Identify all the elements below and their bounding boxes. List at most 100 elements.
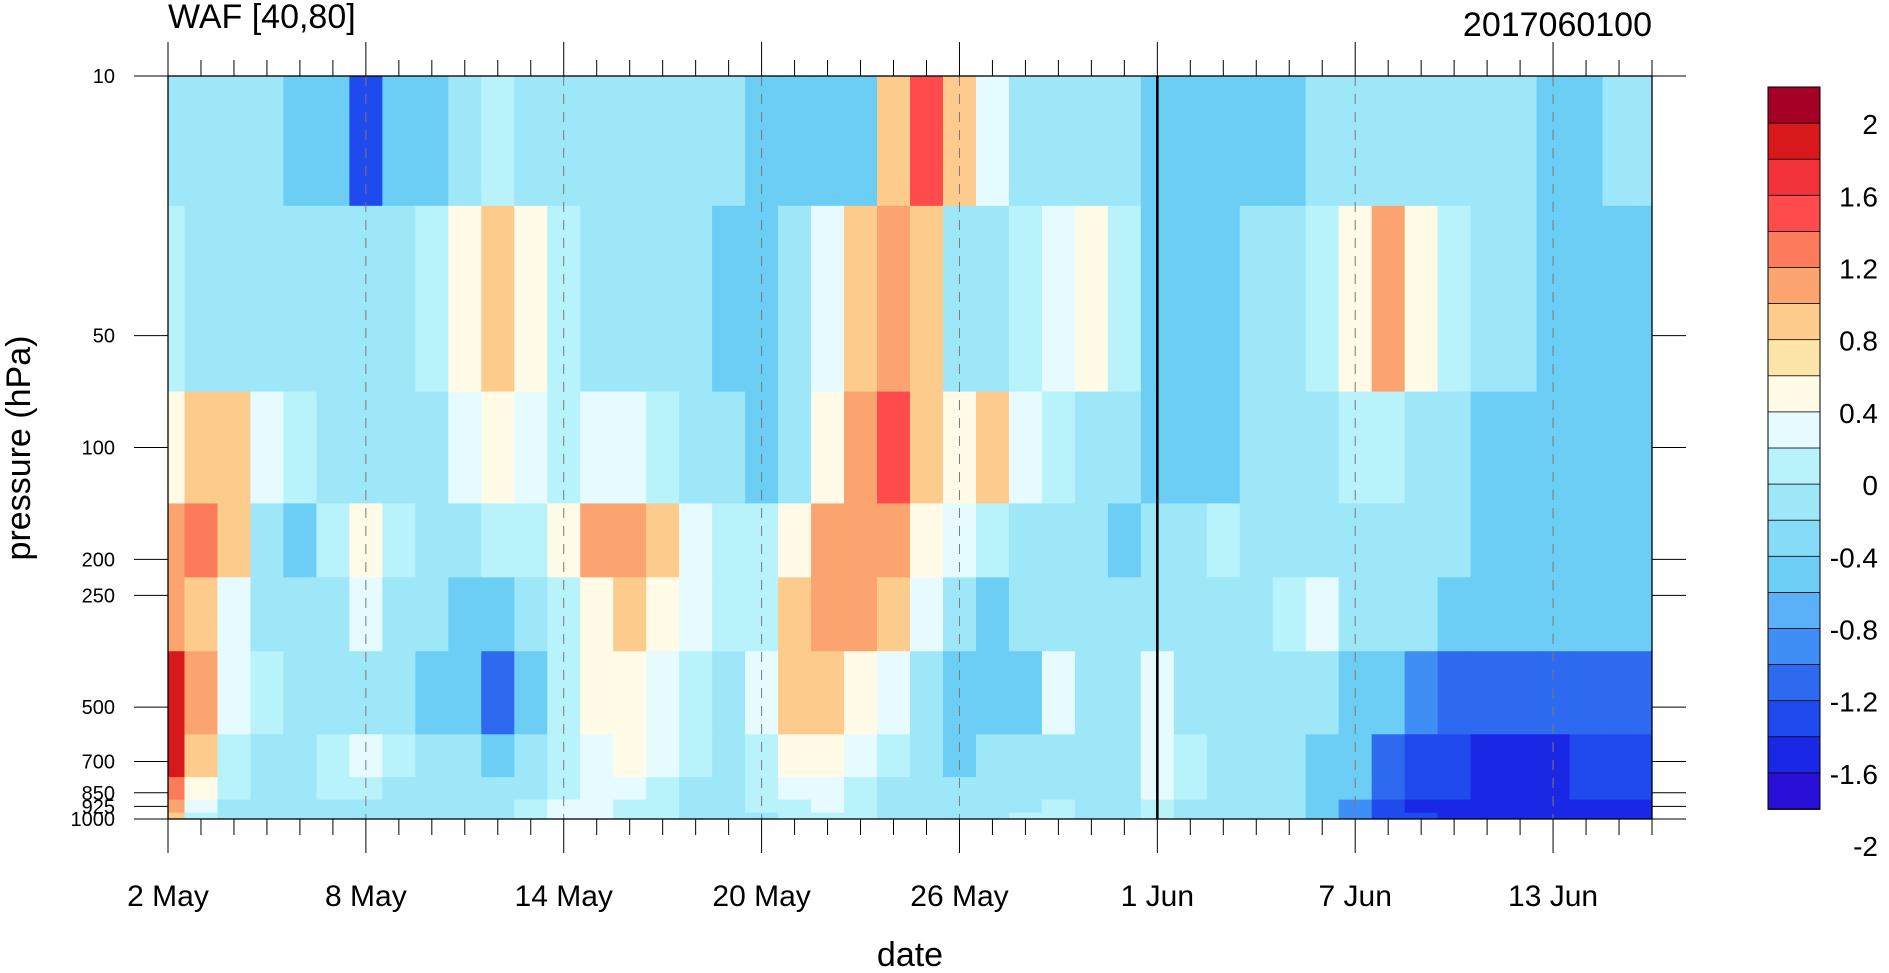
x-tick-label: 26 May <box>910 880 1008 913</box>
heat-cell <box>316 205 350 393</box>
heat-cell <box>1569 503 1604 578</box>
heat-cell <box>184 76 219 207</box>
heat-cell <box>1305 577 1340 652</box>
heat-cell <box>250 812 285 819</box>
heat-cell <box>1338 734 1373 778</box>
heat-cell <box>877 777 911 801</box>
heat-cell <box>1536 391 1571 505</box>
heat-cell <box>910 777 944 801</box>
heat-cell <box>1470 76 1505 207</box>
contour-fill-layer <box>168 76 1652 819</box>
heat-cell <box>250 577 285 652</box>
heat-cell <box>1470 391 1505 505</box>
heat-cell <box>580 76 614 207</box>
heat-cell <box>1305 205 1340 393</box>
heat-cell <box>844 391 878 505</box>
heat-cell <box>316 391 350 505</box>
heat-cell <box>514 812 548 819</box>
heat-cell <box>613 391 647 505</box>
heat-cell <box>679 734 713 778</box>
heat-cell <box>1635 812 1652 819</box>
heat-cell <box>349 391 383 505</box>
heat-cell <box>1074 76 1109 207</box>
heat-cell <box>679 577 713 652</box>
heat-cell <box>217 391 252 505</box>
heat-cell <box>1404 812 1439 819</box>
heat-cell <box>514 734 548 778</box>
heat-cell <box>712 799 746 814</box>
heat-cell <box>382 734 416 778</box>
heat-cell <box>1437 799 1472 814</box>
heat-cell <box>1239 651 1274 735</box>
heat-cell <box>613 205 647 393</box>
heat-cell <box>1173 651 1208 735</box>
heat-cell <box>316 651 350 735</box>
colorbar-label: -0.8 <box>1830 615 1878 646</box>
heat-cell <box>316 777 350 801</box>
heat-cell <box>547 799 581 814</box>
heat-cell <box>481 205 515 393</box>
heat-cell <box>580 651 614 735</box>
heat-cell <box>217 734 252 778</box>
heat-cell <box>448 503 482 578</box>
heat-cell <box>580 503 614 578</box>
heat-cell <box>613 812 647 819</box>
heat-cell <box>1635 577 1652 652</box>
heat-cell <box>250 734 285 778</box>
heat-cell <box>382 391 416 505</box>
heat-cell <box>942 734 977 778</box>
heat-cell <box>646 799 680 814</box>
heat-cell <box>1371 651 1406 735</box>
heat-cell <box>1635 799 1652 814</box>
heat-cell <box>1437 734 1472 778</box>
heat-cell <box>1371 76 1406 207</box>
heat-cell <box>283 577 317 652</box>
heat-cell <box>283 391 317 505</box>
colorbar-label: 0.4 <box>1839 398 1878 429</box>
heat-cell <box>168 777 186 801</box>
heat-cell <box>448 651 482 735</box>
heat-cell <box>1536 777 1571 801</box>
heat-cell <box>217 205 252 393</box>
heat-cell <box>712 503 746 578</box>
heat-cell <box>283 734 317 778</box>
heat-cell <box>217 812 252 819</box>
heat-cell <box>877 577 911 652</box>
heat-cell <box>1272 577 1307 652</box>
heat-cell <box>1041 577 1076 652</box>
heat-cell <box>1173 577 1208 652</box>
heat-cell <box>1239 205 1274 393</box>
heat-cell <box>547 391 581 505</box>
heat-cell <box>1503 777 1538 801</box>
heat-cell <box>1371 391 1406 505</box>
heat-cell <box>1602 76 1637 207</box>
heat-cell <box>382 577 416 652</box>
heat-cell <box>1602 799 1637 814</box>
heat-cell <box>1173 812 1208 819</box>
heat-cell <box>1008 391 1043 505</box>
heat-cell <box>448 577 482 652</box>
heat-cell <box>1206 734 1241 778</box>
heat-cell <box>250 205 285 393</box>
heat-cell <box>514 651 548 735</box>
x-tick-label: 2 May <box>127 880 209 913</box>
heat-cell <box>712 812 746 819</box>
heat-cell <box>910 205 944 393</box>
y-tick-label: 1000 <box>71 809 116 831</box>
heat-cell <box>481 391 515 505</box>
y-tick-label: 200 <box>82 549 115 571</box>
heat-cell <box>844 812 878 819</box>
heat-cell <box>1569 76 1604 207</box>
heat-cell <box>844 734 878 778</box>
colorbar-swatch <box>1767 700 1821 738</box>
heat-cell <box>580 799 614 814</box>
heat-cell <box>1602 503 1637 578</box>
heat-cell <box>250 76 285 207</box>
heat-cell <box>580 734 614 778</box>
heat-cell <box>975 503 1010 578</box>
heat-cell <box>168 205 186 393</box>
heat-cell <box>910 503 944 578</box>
heat-cell <box>1074 812 1109 819</box>
heat-cell <box>481 799 515 814</box>
